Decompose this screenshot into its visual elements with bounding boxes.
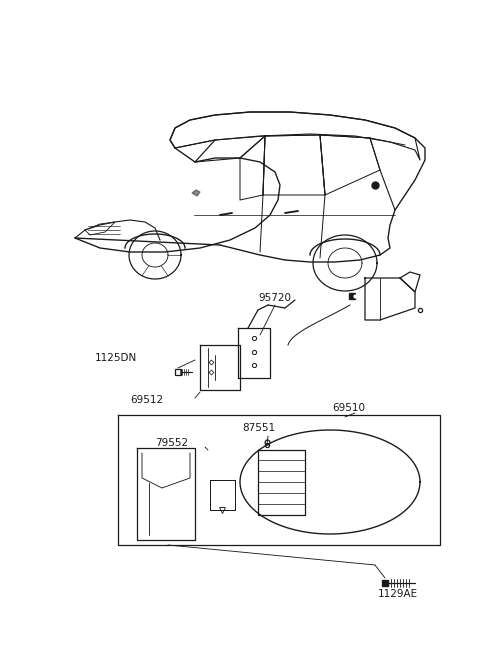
Text: 79552: 79552 xyxy=(155,438,188,448)
Text: 69510: 69510 xyxy=(332,403,365,413)
Polygon shape xyxy=(192,190,200,196)
Text: 1125DN: 1125DN xyxy=(95,353,137,363)
Text: 87551: 87551 xyxy=(242,423,275,433)
Text: 1129AE: 1129AE xyxy=(378,589,418,599)
Text: 69512: 69512 xyxy=(130,395,163,405)
Text: 95720: 95720 xyxy=(258,293,291,303)
